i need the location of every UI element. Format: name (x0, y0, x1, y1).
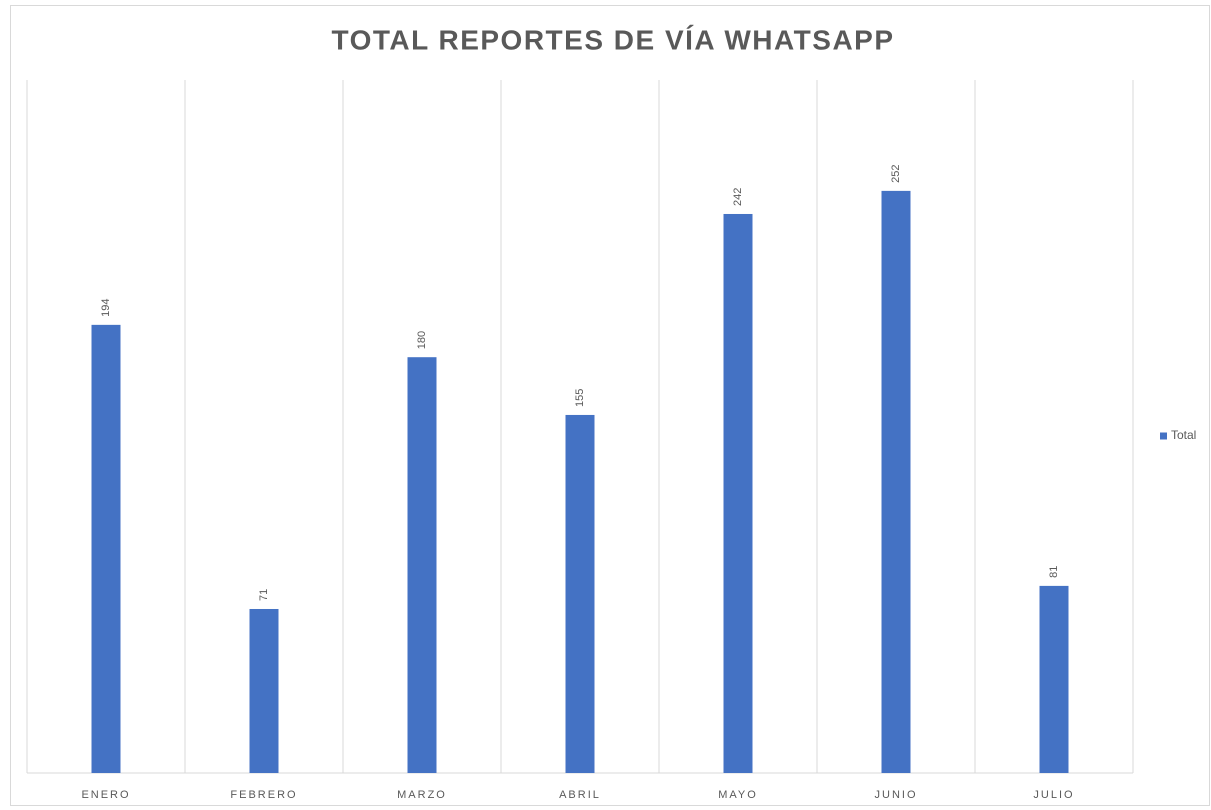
bar (565, 414, 595, 773)
bar (249, 608, 279, 773)
x-tick-label: MARZO (397, 789, 447, 801)
data-label: 155 (574, 389, 586, 407)
bar (91, 324, 121, 773)
data-label: 252 (890, 165, 902, 183)
data-label: 194 (100, 299, 112, 317)
bar (1039, 585, 1069, 773)
data-label: 242 (732, 188, 744, 206)
data-label: 81 (1048, 566, 1060, 578)
chart-title: TOTAL REPORTES DE VÍA WHATSAPP (331, 24, 894, 55)
bar (723, 213, 753, 774)
x-tick-label: JULIO (1033, 789, 1074, 801)
legend-swatch (1160, 432, 1167, 440)
data-label: 71 (258, 589, 270, 601)
legend-label: Total (1171, 428, 1196, 442)
x-tick-label: MAYO (718, 789, 758, 801)
chart-border (10, 5, 1210, 806)
data-label: 180 (416, 331, 428, 349)
x-tick-label: JUNIO (875, 789, 918, 801)
x-tick-label: FEBRERO (230, 789, 297, 801)
x-tick-label: ENERO (81, 789, 130, 801)
bar (881, 190, 911, 773)
bar (407, 357, 437, 773)
x-tick-label: ABRIL (559, 789, 601, 801)
